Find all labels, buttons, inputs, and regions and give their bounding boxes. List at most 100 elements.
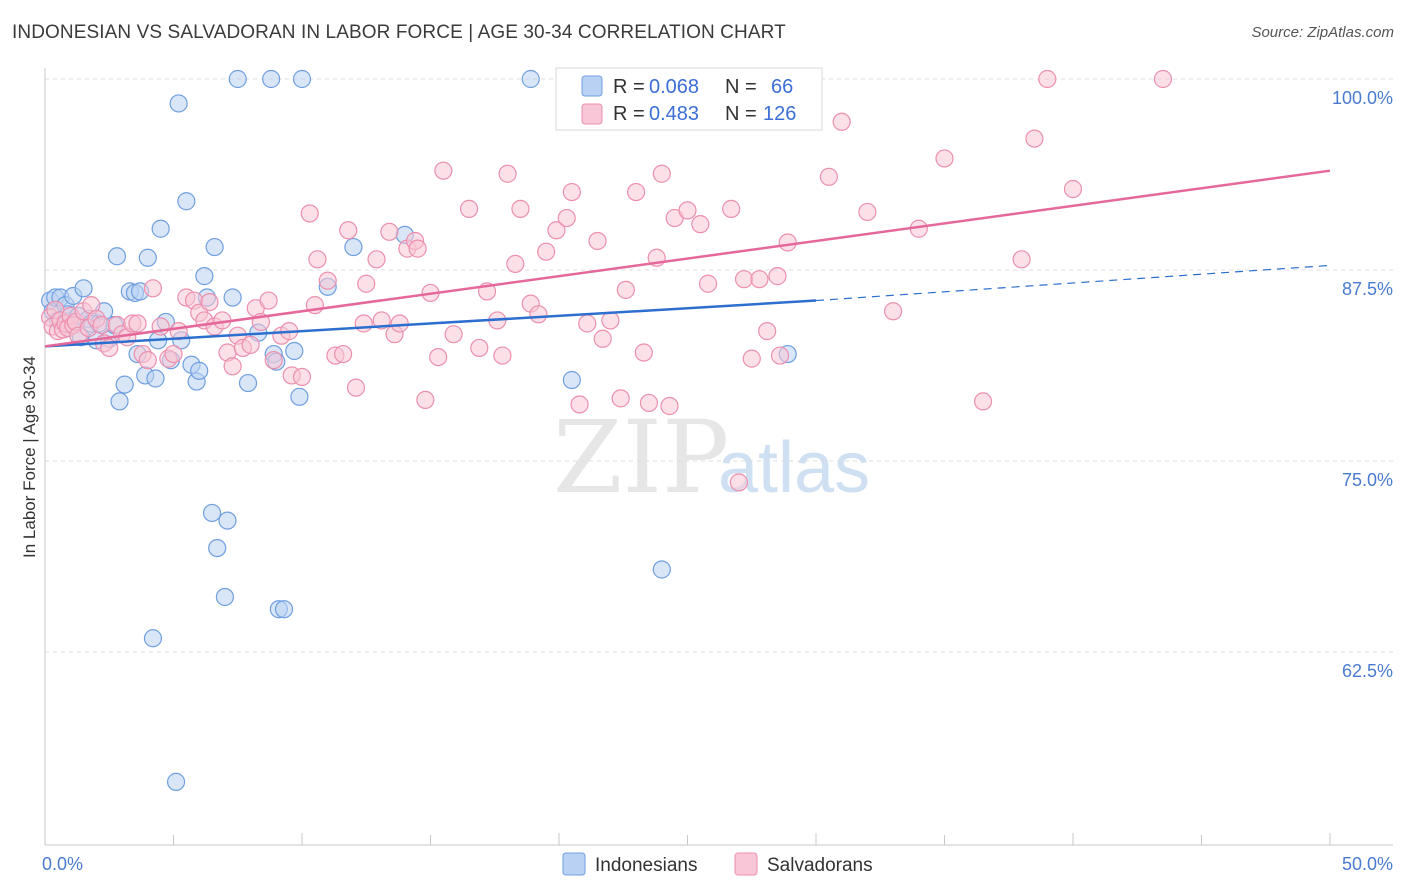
salvadorans-point-58: [346, 378, 366, 397]
legend-n-value-2: 126: [763, 103, 796, 125]
indonesians-point-28: [143, 629, 163, 648]
salvadorans-point-74: [459, 199, 479, 218]
indonesians-point-21: [115, 375, 134, 394]
indonesians-point-49: [228, 69, 247, 89]
salvadorans-point-110: [758, 322, 777, 341]
salvadorans-point-69: [416, 390, 435, 409]
salvadorans-point-94: [616, 280, 635, 299]
series-legend: Indonesians Salvadorans: [562, 852, 873, 876]
salvadorans-point-117: [883, 302, 903, 321]
salvadorans-point-89: [578, 314, 597, 333]
bottom-legend-swatch-salvadorans: [734, 852, 758, 876]
salvadorans-point-116: [858, 202, 877, 222]
x-tick-label-1: 50.0%: [1342, 854, 1393, 874]
salvadorans-point-51: [300, 204, 319, 223]
salvadorans-point-102: [678, 201, 697, 220]
chart-title: INDONESIAN VS SALVADORAN IN LABOR FORCE …: [12, 22, 786, 43]
trend-lines: [44, 169, 1331, 348]
trend-line-indonesians: [44, 299, 817, 348]
watermark-zip: ZIP: [553, 399, 729, 516]
salvadorans-point-93: [611, 389, 630, 408]
indonesians-point-29: [146, 369, 165, 388]
salvadorans-point-57: [339, 221, 358, 240]
salvadorans-point-112: [770, 346, 790, 365]
y-tick-label-3: 100.0%: [1332, 88, 1393, 108]
salvadorans-point-106: [729, 473, 749, 492]
bottom-legend-swatch-indonesians: [562, 852, 586, 876]
indonesians-point-40: [190, 361, 209, 380]
salvadorans-point-108: [742, 349, 761, 368]
indonesians-point-41: [195, 267, 214, 286]
salvadorans-point-107: [734, 270, 754, 289]
trend-line-salvadorans: [44, 169, 1331, 348]
salvadorans-point-60: [357, 274, 376, 293]
salvadorans-point-87: [562, 182, 581, 202]
indonesians-point-47: [218, 511, 237, 530]
indonesians-point-19: [107, 247, 127, 266]
legend-swatch-indonesians: [581, 75, 603, 97]
salvadorans-point-50: [292, 367, 312, 387]
salvadorans-point-100: [660, 396, 679, 416]
legend-swatch-salvadorans: [581, 103, 603, 125]
watermark-atlas: atlas: [718, 428, 870, 508]
legend-r-value-2: 0.483: [649, 103, 699, 125]
indonesians-point-63: [521, 69, 540, 89]
x-tick-label-0: 0.0%: [42, 854, 83, 874]
salvadorans-point-123: [1038, 69, 1057, 89]
legend-n-label-1: N =: [725, 76, 757, 98]
indonesians-point-56: [274, 600, 294, 619]
legend-r-label-1: R =: [613, 76, 645, 98]
indonesians-point-34: [166, 772, 186, 791]
salvadorans-point-42: [241, 335, 260, 354]
source-label: Source: ZipAtlas.com: [1251, 24, 1394, 41]
y-tick-label-1: 75.0%: [1342, 470, 1393, 490]
salvadorans-point-75: [470, 338, 489, 358]
indonesians-point-48: [223, 288, 242, 307]
indonesians-point-46: [215, 587, 234, 607]
y-axis-label: In Labor Force | Age 30-34: [20, 356, 39, 558]
salvadorans-point-121: [1012, 250, 1031, 269]
indonesians-point-59: [290, 387, 309, 406]
salvadorans-point-61: [367, 250, 386, 269]
indonesians-point-50: [238, 373, 258, 393]
salvadorans-point-56: [334, 344, 353, 364]
salvadorans-point-124: [1063, 179, 1083, 199]
salvadorans-point-111: [768, 267, 787, 286]
axes: [44, 68, 1393, 846]
salvadorans-point-95: [626, 182, 646, 202]
salvadorans-point-92: [601, 311, 620, 330]
salvadorans-point-113: [778, 233, 797, 252]
salvadorans-point-81: [511, 199, 530, 218]
salvadorans-point-63: [380, 222, 399, 241]
salvadorans-point-68: [408, 239, 427, 258]
salvadorans-point-104: [698, 274, 718, 293]
salvadorans-point-85: [547, 221, 566, 240]
salvadorans-point-115: [832, 112, 851, 131]
salvadorans-point-54: [318, 271, 337, 290]
indonesians-point-57: [285, 341, 304, 361]
salvadorans-point-125: [1153, 69, 1173, 89]
salvadorans-point-83: [529, 305, 548, 324]
legend-n-label-2: N =: [725, 103, 757, 125]
salvadorans-point-97: [639, 393, 659, 413]
indonesians-point-31: [151, 219, 170, 238]
indonesians-point-11: [74, 279, 93, 298]
indonesians-point-64: [562, 370, 581, 390]
salvadorans-point-45: [259, 291, 278, 310]
indonesians-point-45: [208, 538, 227, 558]
salvadorans-point-120: [973, 392, 993, 411]
salvadorans-point-103: [691, 215, 710, 234]
salvadorans-point-96: [634, 343, 653, 362]
trend-line-indonesians-extension: [815, 264, 1331, 302]
salvadorans-point-62: [372, 311, 391, 330]
salvadorans-point-90: [588, 231, 607, 251]
salvadorans-point-86: [557, 208, 576, 228]
indonesians-point-37: [177, 192, 196, 211]
tick-labels: 62.5% 75.0% 87.5% 100.0% 0.0% 50.0%: [42, 88, 1393, 874]
indonesians-point-20: [110, 392, 129, 411]
salvadorans-point-122: [1025, 129, 1044, 148]
salvadorans-point-26: [143, 279, 163, 298]
salvadorans-point-84: [537, 242, 556, 261]
gridlines: [45, 78, 1393, 653]
salvadorans-point-73: [444, 325, 463, 344]
